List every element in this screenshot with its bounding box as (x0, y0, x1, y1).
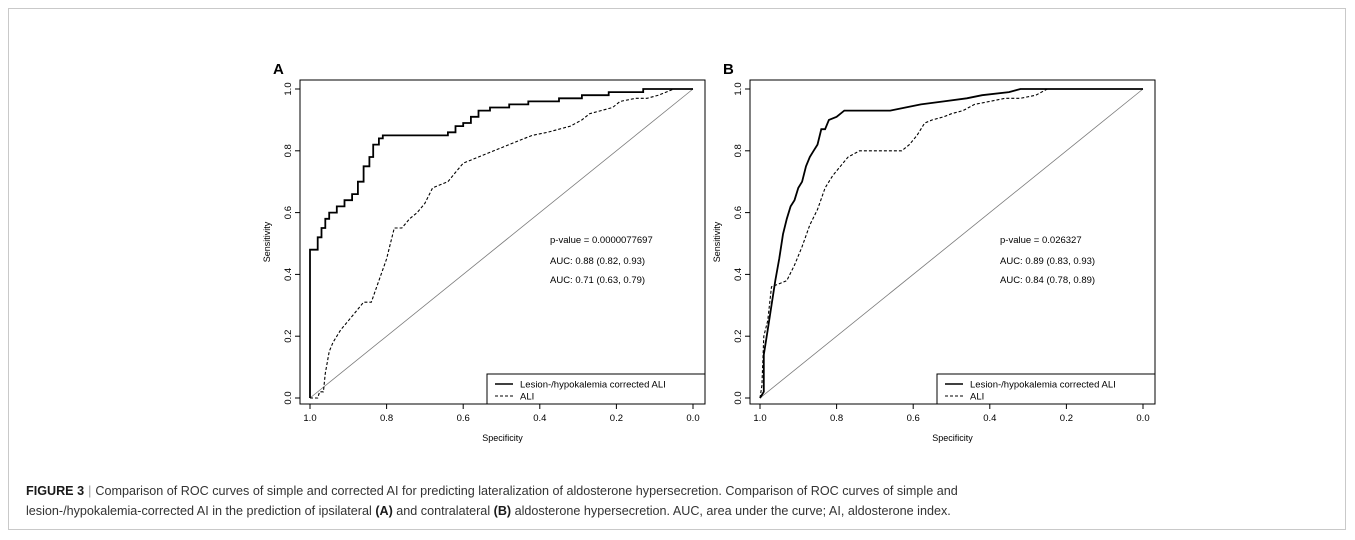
caption-text-1: Comparison of ROC curves of simple and c… (95, 484, 958, 498)
legend-entry-label: Lesion-/hypokalemia corrected ALI (520, 380, 666, 391)
caption-ref-a: (A) (375, 504, 393, 518)
y-tick-label: 0.0 (283, 391, 294, 404)
roc-curve-corrected-ali (309, 88, 693, 398)
x-tick-label: 0.0 (686, 413, 699, 424)
x-tick-label: 0.8 (380, 413, 393, 424)
caption-text-2b: and contralateral (396, 504, 491, 518)
y-tick-label: 1.0 (283, 82, 294, 95)
y-tick-label: 0.8 (733, 144, 744, 157)
reference-diagonal (309, 88, 694, 399)
auc-annotation: AUC: 0.71 (0.63, 0.79) (550, 275, 645, 286)
p-value-annotation: p-value = 0.026327 (1000, 235, 1082, 246)
y-tick-label: 0.2 (283, 330, 294, 343)
caption-text-2a: lesion-/hypokalemia-corrected AI in the … (26, 504, 372, 518)
x-tick-label: 0.4 (983, 413, 996, 424)
legend-entry-label: Lesion-/hypokalemia corrected ALI (970, 380, 1116, 391)
caption-line-2: lesion-/hypokalemia-corrected AI in the … (26, 501, 1326, 521)
figure-label: FIGURE 3 (26, 484, 85, 498)
roc-curve-ali (310, 88, 693, 399)
y-axis-title: Sensitivity (262, 221, 272, 262)
y-tick-label: 0.6 (733, 206, 744, 219)
reference-diagonal (759, 88, 1144, 399)
x-axis-title: Specificity (482, 433, 523, 443)
x-tick-label: 0.6 (907, 413, 920, 424)
roc-chart-a: A 1.0 0.8 0.6 0.4 0.2 0.0 0.0 0.2 0.4 0.6 0.8 1.0 Spe… (262, 61, 706, 443)
roc-curve-corrected-ali (759, 88, 1143, 399)
x-tick-label: 0.0 (1136, 413, 1149, 424)
x-tick-label: 1.0 (303, 413, 316, 424)
y-tick-label: 0.2 (733, 330, 744, 343)
y-tick-label: 0.8 (283, 144, 294, 157)
legend-box (486, 373, 706, 405)
caption-ref-b: (B) (493, 504, 512, 518)
y-tick-label: 0.4 (283, 268, 294, 281)
x-tick-label: 0.2 (1060, 413, 1073, 424)
p-value-annotation: p-value = 0.0000077697 (550, 235, 653, 246)
legend-entry-label: ALI (970, 392, 984, 403)
caption-text-2c: aldosterone hypersecretion. AUC, area un… (514, 504, 951, 518)
y-tick-label: 0.4 (733, 268, 744, 281)
x-tick-label: 1.0 (753, 413, 766, 424)
roc-panel-b: B 1.0 0.8 0.6 0.4 0.2 0.0 0.0 0.2 0.4 0.6 0.8 1.0 Spe… (700, 58, 1160, 458)
y-tick-label: 0.0 (733, 391, 744, 404)
caption-separator: | (88, 484, 92, 498)
y-axis-title: Sensitivity (712, 221, 722, 262)
panel-label: A (273, 61, 284, 78)
x-axis-title: Specificity (932, 433, 973, 443)
caption-line-1: FIGURE 3 | Comparison of ROC curves of sim… (26, 481, 1326, 501)
panel-label: B (723, 61, 734, 78)
auc-annotation: AUC: 0.88 (0.82, 0.93) (550, 256, 645, 267)
roc-chart-b: B 1.0 0.8 0.6 0.4 0.2 0.0 0.0 0.2 0.4 0.6 0.8 1.0 Spe… (712, 61, 1156, 443)
x-tick-label: 0.6 (457, 413, 470, 424)
x-tick-label: 0.2 (610, 413, 623, 424)
figure-frame (8, 8, 1346, 530)
x-tick-label: 0.4 (533, 413, 546, 424)
roc-panel-a: A 1.0 0.8 0.6 0.4 0.2 0.0 0.0 0.2 0.4 0.6 0.8 1.0 Spe… (250, 58, 710, 458)
legend-entry-label: ALI (520, 392, 534, 403)
x-tick-label: 0.8 (830, 413, 843, 424)
auc-annotation: AUC: 0.84 (0.78, 0.89) (1000, 275, 1095, 286)
auc-annotation: AUC: 0.89 (0.83, 0.93) (1000, 256, 1095, 267)
legend-box (936, 373, 1156, 405)
y-tick-label: 0.6 (283, 206, 294, 219)
figure-caption: FIGURE 3 | Comparison of ROC curves of sim… (26, 481, 1326, 521)
roc-curve-ali (759, 88, 1143, 399)
y-tick-label: 1.0 (733, 82, 744, 95)
